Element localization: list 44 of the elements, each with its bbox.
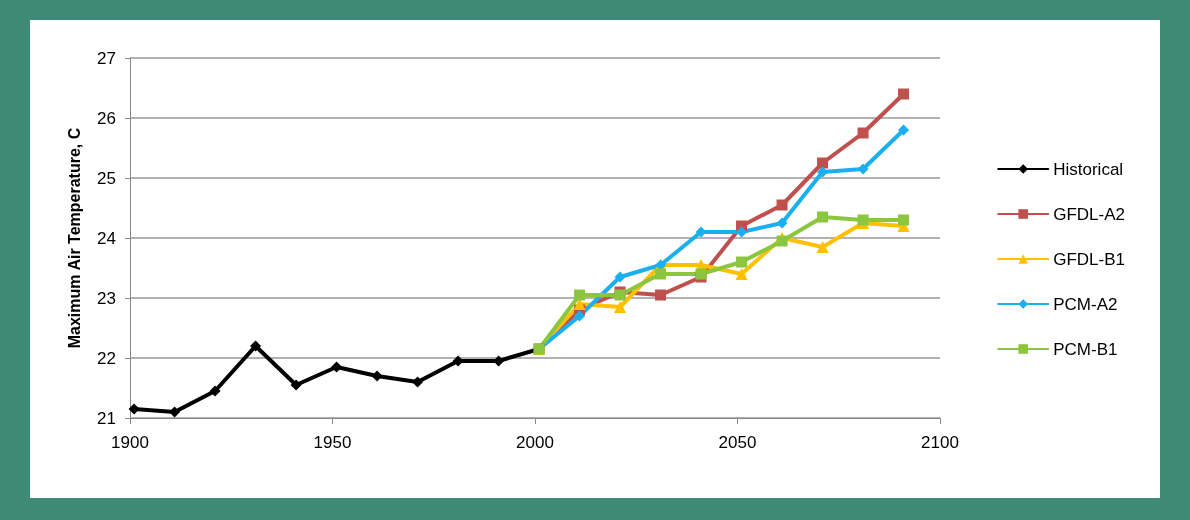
point xyxy=(290,379,302,391)
point xyxy=(655,289,667,301)
x-tick-label: 2100 xyxy=(921,433,959,452)
x-tick-label: 2050 xyxy=(718,433,757,452)
point xyxy=(169,406,181,418)
x-tick-label: 1900 xyxy=(111,433,149,452)
point xyxy=(736,256,748,268)
point xyxy=(371,370,383,382)
point xyxy=(857,127,869,139)
point xyxy=(736,226,748,238)
point xyxy=(857,163,869,175)
point xyxy=(816,241,829,253)
point xyxy=(128,403,140,415)
y-axis-title: Maximum Air Temperature, C xyxy=(65,127,83,349)
legend-label: PCM-B1 xyxy=(1053,339,1118,359)
y-tick-label: 21 xyxy=(97,408,116,428)
point xyxy=(412,376,424,388)
x-tick-label: 2000 xyxy=(516,433,554,452)
point xyxy=(898,124,910,136)
point xyxy=(250,340,262,352)
point xyxy=(209,385,221,397)
legend-label: Historical xyxy=(1053,159,1124,179)
y-tick-label: 27 xyxy=(97,48,116,68)
point xyxy=(817,157,829,169)
legend-label: GFDL-B1 xyxy=(1053,249,1125,269)
point xyxy=(574,310,586,322)
y-tick-label: 26 xyxy=(97,108,116,128)
point xyxy=(655,268,667,280)
y-tick-label: 24 xyxy=(97,228,116,248)
point xyxy=(817,211,829,223)
point xyxy=(898,88,910,100)
point xyxy=(574,289,586,301)
point xyxy=(776,217,788,229)
point xyxy=(735,268,748,280)
point xyxy=(776,199,788,211)
y-tick-label: 22 xyxy=(97,348,116,368)
point xyxy=(898,214,910,226)
legend-label: GFDL-A2 xyxy=(1053,204,1125,224)
x-tick-label: 1950 xyxy=(313,433,352,452)
point xyxy=(614,301,627,313)
legend-label: PCM-A2 xyxy=(1053,294,1118,314)
y-tick-label: 25 xyxy=(97,168,116,188)
y-tick-label: 23 xyxy=(97,288,116,308)
point xyxy=(614,271,626,283)
